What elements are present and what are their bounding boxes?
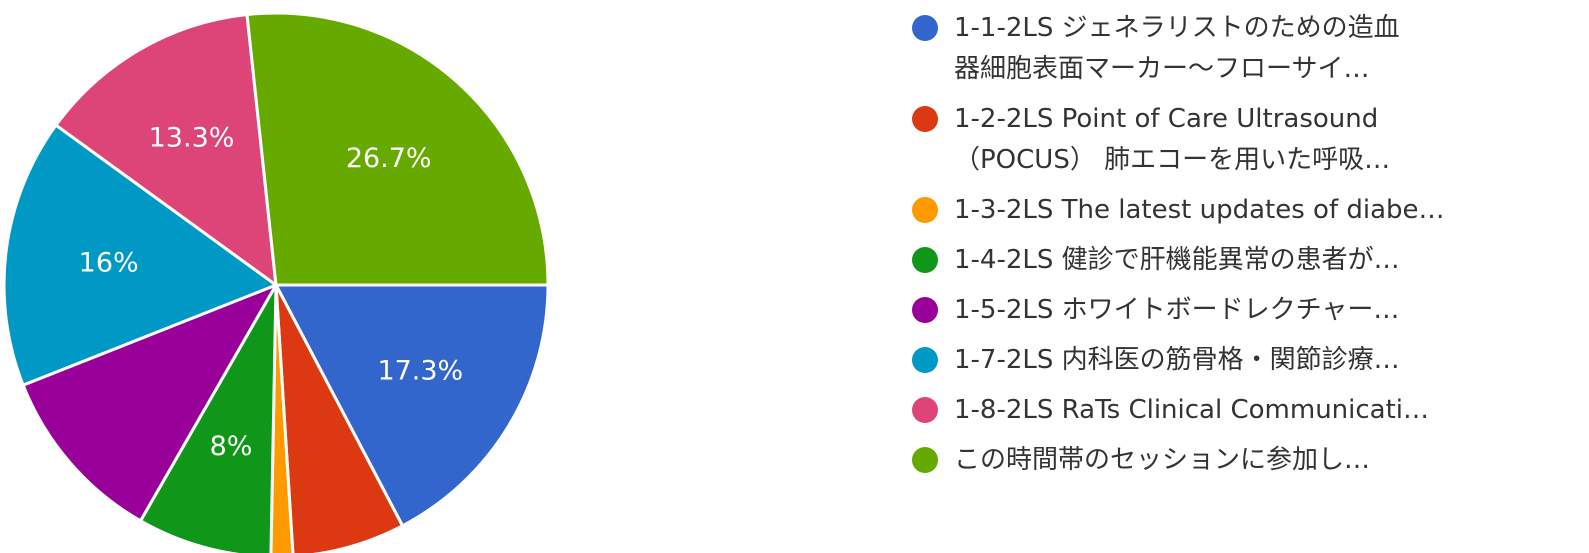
legend-label: 1-1-2LS ジェネラリストのための造血 器細胞表面マーカー〜フローサイ… [954, 13, 1400, 84]
legend-color-dot [912, 247, 938, 273]
legend-color-dot [912, 297, 938, 323]
pie-slice-2 [274, 284, 405, 553]
legend-color-dot [912, 347, 938, 373]
pie-slice-8 [245, 11, 550, 287]
legend-label: この時間帯のセッションに参加し… [954, 445, 1371, 475]
legend-item-7: 1-8-2LS RaTs Clinical Communicati… [912, 390, 1582, 431]
legend-item-4: 1-4-2LS 健診で肝機能異常の患者が… [912, 240, 1582, 281]
legend-label: 1-5-2LS ホワイトボードレクチャー… [954, 295, 1400, 325]
legend-item-8: この時間帯のセッションに参加し… [912, 440, 1582, 481]
legend-label: 1-3-2LS The latest updates of diabe… [954, 195, 1445, 225]
legend-item-2: 1-2-2LS Point of Care Ultrasound （POCUS）… [912, 99, 1582, 181]
pie-slice-3 [269, 284, 295, 553]
pie-slice-label-8: 26.7% [346, 143, 432, 174]
pie-slice-label-4: 8% [210, 431, 253, 462]
pie-slice-6 [2, 123, 280, 388]
legend-color-dot [912, 397, 938, 423]
legend-color-dot [912, 106, 938, 132]
legend-color-dot [912, 197, 938, 223]
legend-label: 1-8-2LS RaTs Clinical Communicati… [954, 395, 1430, 425]
pie-chart: 17.3% 8% 16% 13.3% 26.7% [2, 11, 550, 553]
legend-color-dot [912, 15, 938, 41]
pie-slice-label-6: 16% [79, 247, 139, 278]
legend-label: 1-2-2LS Point of Care Ultrasound （POCUS）… [954, 104, 1391, 175]
pie-slice-label-1: 17.3% [377, 356, 463, 387]
pie-slice-7 [53, 12, 278, 289]
legend: 1-1-2LS ジェネラリストのための造血 器細胞表面マーカー〜フローサイ… 1-… [912, 8, 1582, 490]
legend-color-dot [912, 447, 938, 473]
legend-label: 1-7-2LS 内科医の筋骨格・関節診療… [954, 345, 1400, 375]
pie-slice-label-7: 13.3% [149, 123, 235, 154]
pie-slice-1 [273, 283, 550, 528]
legend-item-5: 1-5-2LS ホワイトボードレクチャー… [912, 290, 1582, 331]
legend-item-1: 1-1-2LS ジェネラリストのための造血 器細胞表面マーカー〜フローサイ… [912, 8, 1582, 90]
legend-label: 1-4-2LS 健診で肝機能異常の患者が… [954, 245, 1400, 275]
legend-item-6: 1-7-2LS 内科医の筋骨格・関節診療… [912, 340, 1582, 381]
legend-item-3: 1-3-2LS The latest updates of diabe… [912, 190, 1582, 231]
pie-slice-4 [138, 284, 278, 553]
pie-slice-5 [21, 282, 280, 523]
